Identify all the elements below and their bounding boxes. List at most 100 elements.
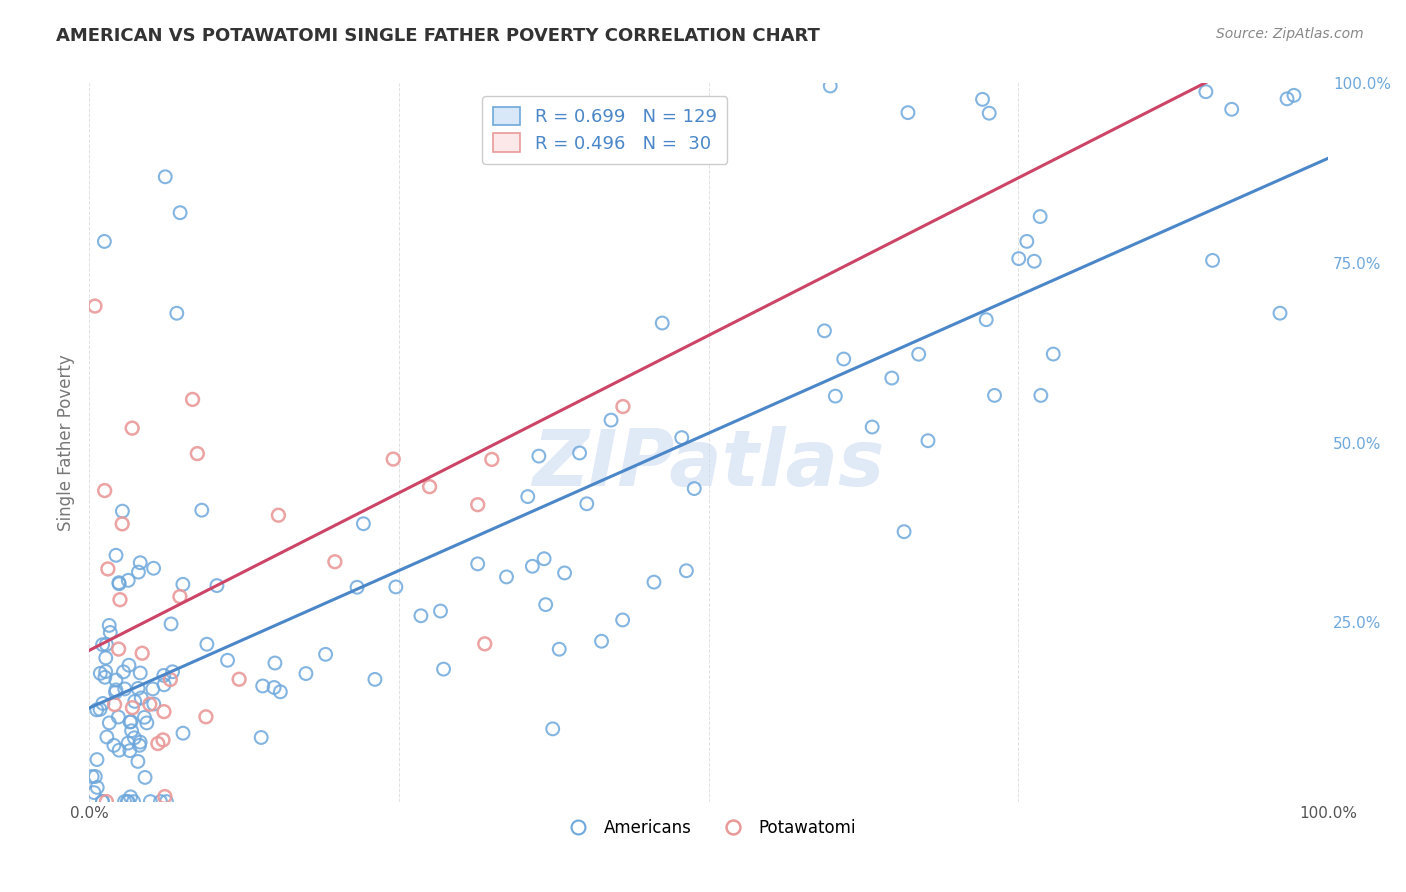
Point	[1015, 235, 1038, 249]
Point	[610, 98, 633, 112]
Point	[124, 694, 146, 708]
Point	[346, 580, 368, 594]
Text: AMERICAN VS POTAWATOMI SINGLE FATHER POVERTY CORRELATION CHART: AMERICAN VS POTAWATOMI SINGLE FATHER POV…	[56, 27, 820, 45]
Point	[554, 566, 576, 580]
Point	[111, 516, 134, 531]
Point	[813, 324, 835, 338]
Point	[1220, 103, 1243, 117]
Point	[315, 648, 337, 662]
Point	[385, 580, 408, 594]
Point	[107, 642, 129, 657]
Point	[671, 431, 693, 445]
Point	[98, 625, 121, 640]
Point	[205, 578, 228, 592]
Point	[97, 562, 120, 576]
Point	[108, 576, 131, 591]
Point	[228, 672, 250, 686]
Point	[907, 347, 929, 361]
Point	[107, 710, 129, 724]
Point	[195, 637, 218, 651]
Point	[103, 739, 125, 753]
Point	[91, 795, 114, 809]
Point	[108, 743, 131, 757]
Point	[112, 665, 135, 679]
Point	[94, 665, 117, 679]
Point	[495, 570, 517, 584]
Point	[364, 673, 387, 687]
Text: ZIPatlas: ZIPatlas	[533, 426, 884, 502]
Point	[153, 789, 176, 804]
Point	[86, 753, 108, 767]
Point	[127, 565, 149, 579]
Point	[134, 771, 156, 785]
Point	[96, 795, 118, 809]
Point	[522, 559, 544, 574]
Point	[93, 235, 115, 249]
Point	[108, 592, 131, 607]
Point	[591, 634, 613, 648]
Point	[516, 490, 538, 504]
Point	[82, 770, 104, 784]
Point	[295, 666, 318, 681]
Point	[118, 658, 141, 673]
Point	[983, 388, 1005, 402]
Point	[172, 577, 194, 591]
Point	[155, 795, 177, 809]
Point	[153, 678, 176, 692]
Point	[149, 795, 172, 809]
Point	[134, 710, 156, 724]
Point	[323, 555, 346, 569]
Point	[128, 739, 150, 753]
Point	[166, 306, 188, 320]
Point	[84, 299, 107, 313]
Point	[568, 446, 591, 460]
Point	[467, 498, 489, 512]
Point	[534, 598, 557, 612]
Point	[169, 205, 191, 219]
Point	[118, 744, 141, 758]
Point	[104, 685, 127, 699]
Point	[548, 642, 571, 657]
Point	[117, 795, 139, 809]
Point	[267, 508, 290, 523]
Point	[94, 670, 117, 684]
Point	[129, 735, 152, 749]
Point	[93, 483, 115, 498]
Point	[429, 604, 451, 618]
Point	[979, 106, 1001, 120]
Point	[142, 561, 165, 575]
Point	[467, 557, 489, 571]
Point	[1008, 252, 1031, 266]
Point	[127, 755, 149, 769]
Point	[120, 714, 142, 729]
Point	[121, 723, 143, 738]
Point	[160, 616, 183, 631]
Point	[159, 673, 181, 687]
Point	[117, 795, 139, 809]
Point	[352, 516, 374, 531]
Point	[1029, 210, 1052, 224]
Point	[191, 503, 214, 517]
Point	[432, 662, 454, 676]
Point	[142, 681, 165, 696]
Point	[651, 316, 673, 330]
Point	[111, 504, 134, 518]
Point	[269, 685, 291, 699]
Point	[94, 651, 117, 665]
Point	[527, 449, 550, 463]
Y-axis label: Single Father Poverty: Single Father Poverty	[58, 354, 75, 531]
Point	[1024, 254, 1046, 268]
Point	[194, 710, 217, 724]
Point	[135, 715, 157, 730]
Point	[481, 452, 503, 467]
Point	[105, 549, 128, 563]
Point	[181, 392, 204, 407]
Point	[146, 737, 169, 751]
Point	[86, 780, 108, 795]
Point	[409, 608, 432, 623]
Point	[124, 731, 146, 745]
Point	[832, 351, 855, 366]
Point	[600, 413, 623, 427]
Point	[129, 665, 152, 680]
Point	[129, 690, 152, 705]
